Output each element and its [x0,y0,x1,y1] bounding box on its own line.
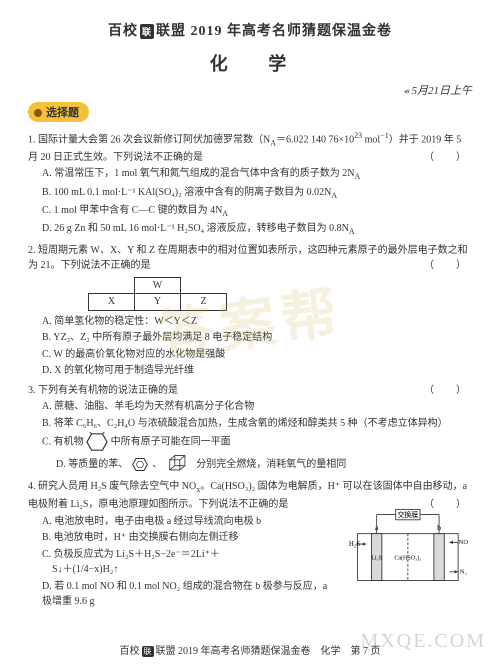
question-1: 1. 国际计量大会第 26 次会议新修订阿伏加德罗常数（N A ＝6.022 140… [28,130,472,239]
question-4: 4. 研究人员用 H₂S 废气除去空气中 NOx。Ca(HSO₃)₂ 固体为电解… [28,479,472,609]
brand-logo: 联 [140,24,154,39]
date-text: 5月21日上午 [409,85,472,97]
footer-brand-logo: 联 [142,646,154,657]
q4-option-a: A. 电池放电时，电子由电极 a 经过导线流向电极 b [42,514,338,530]
q1-option-b: B. 100 mL 0.1 mol·L⁻¹ KAl(SO₄)₂ 溶液中含有的阴离… [42,185,472,202]
subject-title: 化 学 [42,50,472,76]
q3-c-post: 中所有原子可能在同一平面 [111,437,231,448]
q1-option-d: D. 26 g Zn 和 50 mL 16 mol·L⁻¹ H₂SO₄ 溶液反应… [42,221,472,238]
title-rest: 2019 年高考名师猜题保温金卷 [191,24,393,39]
q1-stem-b: ＝6.022 140 76×10 [276,134,354,145]
cell-blank2 [181,277,227,294]
exam-date: ‹‹‹ 5月21日上午 [28,82,472,98]
q1-stem-c: mol [362,134,380,145]
right-bottom-label: N₂ [460,568,467,575]
cell-z: Z [181,294,227,311]
diagram-top-label: 交换膜 [397,510,418,519]
q1-b-text: B. 100 mL 0.1 mol·L⁻¹ KAl(SO₄)₂ 溶液中含有的阴离… [42,187,331,198]
cubane-structure-icon [166,453,192,475]
q1-exp: 23 [354,131,362,140]
footer-brand-left: 百校 [120,646,140,657]
q3-c-pre: C. 有机物 [42,437,86,448]
q2-number: 2. [28,245,36,256]
section-badge: 选择题 [28,102,89,122]
q4-c-text2: S↓＋(1/4−x)H₂↑ [52,564,118,575]
q1-d-sub: A [349,227,355,236]
electrode-a-label: a [375,523,379,532]
q3-number: 3. [28,385,36,396]
footer-brand-right: 联盟 [156,646,176,657]
q1-d-text: D. 26 g Zn 和 50 mL 16 mol·L⁻¹ H₂SO₄ 溶液反应… [42,223,349,234]
q2-stem: 短周期元素 W、X、Y 和 Z 在周期表中的相对位置如表所示，这四种元素原子的最… [28,245,468,272]
q4-number: 4. [28,481,36,492]
cell-x: X [89,294,135,311]
electrolyte-label: Ca(HSO₃)₂ [394,554,421,561]
q1-molexp: −1 [380,131,389,140]
q2-option-a: A. 简单氢化物的稳定性：W＜Y＜Z [42,314,472,330]
q4-option-c: C. 负极反应式为 Li₂S＋H₂S−2e⁻＝2Li⁺＋ S↓＋(1/4−x)H… [42,547,338,578]
q4-c-text1: C. 负极反应式为 Li₂S＋H₂S−2e⁻＝2Li⁺＋ [42,549,220,560]
brand-right: 联盟 [156,24,186,39]
electrochemical-cell-diagram: 交换膜 a b H₂S Li₂S Ca(HSO₃)₂ NO N₂ [342,507,472,595]
q2-answer-blank: （ ） [424,258,472,274]
badge-dot-icon [34,109,42,117]
right-top-label: NO [459,539,469,546]
q3-stem: 下列有关有机物的说法正确的是 [38,385,178,396]
q1-option-a: A. 常温常压下，1 mol 氧气和氮气组成的混合气体中含有的质子数为 2NA [42,166,472,183]
benzene-structure-icon [86,432,108,452]
q1-a-sub: A [355,172,361,181]
footer-tail: 2019 年高考名师猜题保温金卷 化学 第 7 页 [178,646,381,657]
exam-page: 答案帮 MXQE.COM 百校联联盟 2019 年高考名师猜题保温金卷 化 学 … [0,0,500,667]
q1-c-sub: A [222,209,228,218]
cell-y: Y [135,294,181,311]
cell-blank [89,277,135,294]
q2-option-d: D. X 的氧化物可用于制造导光纤维 [42,363,472,379]
left-solid-label: Li₂S [371,555,382,561]
cell-w: W [135,277,181,294]
q3-option-d: D. 等质量的苯、 、 分别完全燃烧，消耗氧气的量相同 [42,453,472,475]
paper-title: 百校联联盟 2019 年高考名师猜题保温金卷 [28,20,472,40]
q1-a-text: A. 常温常压下，1 mol 氧气和氮气组成的混合气体中含有的质子数为 2N [42,168,355,179]
q4-stem-a: 研究人员用 H₂S 废气除去空气中 NO [38,481,196,492]
q3-option-c: C. 有机物 中所有原子可能在同一平面 [42,432,472,452]
q1-b-sub: A [331,191,337,200]
q3-answer-blank: （ ） [424,383,472,399]
question-2: 2. 短周期元素 W、X、Y 和 Z 在周期表中的相对位置如表所示，这四种元素原… [28,243,472,379]
q1-option-c: C. 1 mol 甲苯中含有 C—C 键的数目为 4NA [42,203,472,220]
electrode-b-label: b [437,523,441,532]
q3-option-a: A. 蔗糖、油脂、羊毛均为天然有机高分子化合物 [42,399,472,415]
q3-d-pre: D. 等质量的苯、 [56,457,128,473]
periodic-fragment-table: W X Y Z [88,277,227,311]
benzene-icon [132,457,148,472]
question-3: 3. 下列有关有机物的说法正确的是 （ ） A. 蔗糖、油脂、羊毛均为天然有机高… [28,383,472,476]
q4-option-b: B. 电池放电时，H⁺ 由交换膜右侧向左侧迁移 [42,530,338,546]
q1-answer-blank: （ ） [424,150,472,166]
q2-option-b: B. YZ₂、Z₂ 中所有原子最外层均满足 8 电子稳定结构 [42,330,472,346]
q2-option-c: C. W 的最高价氧化物对应的水化物是强酸 [42,347,472,363]
q1-number: 1. [28,134,36,145]
q1-c-text: C. 1 mol 甲苯中含有 C—C 键的数目为 4N [42,205,222,216]
brand-left: 百校 [108,24,138,39]
q1-stem-a: 国际计量大会第 26 次会议新修订阿伏加德罗常数（N [38,134,270,145]
q3-option-b: B. 将苯 C₆H₆、C₂H₄O 与浓硫酸混合加热，生成含氧的烯烃和醇类共 5 … [42,416,472,432]
q3-d-post: 分别完全燃烧，消耗氧气的量相同 [196,457,346,473]
page-footer: 百校联联盟 2019 年高考名师猜题保温金卷 化学 第 7 页 [0,642,500,657]
badge-text: 选择题 [46,107,79,119]
